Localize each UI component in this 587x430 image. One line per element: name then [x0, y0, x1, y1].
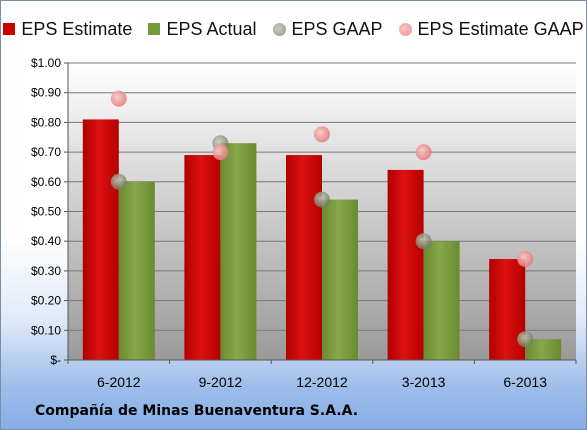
legend-label: EPS Estimate [21, 18, 133, 39]
legend-item-eps-gaap: EPS GAAP [272, 18, 383, 40]
marker-eps-estimate-gaap [415, 144, 432, 161]
y-tick-label: $0.50 [31, 205, 61, 219]
legend-label: EPS Estimate GAAP [417, 18, 584, 39]
legend-item-eps-estimate: EPS Estimate [3, 19, 132, 40]
x-tick-label: 6-2013 [503, 374, 547, 390]
x-axis: 6-2012 9-2012 12-2012 3-2013 6-2013 [67, 359, 577, 390]
x-tick-label: 3-2013 [402, 374, 446, 390]
x-tick-label: 6-2012 [97, 374, 141, 390]
y-tick-label: $0.60 [31, 175, 61, 189]
marker-eps-gaap [314, 191, 330, 208]
legend-swatch-eps-estimate-gaap [398, 22, 412, 36]
marker-eps-estimate-gaap [517, 251, 534, 268]
x-tick-label: 9-2012 [199, 374, 243, 390]
y-tick-label: $0.90 [31, 86, 61, 100]
bars [82, 119, 562, 361]
marker-eps-estimate-gaap [110, 90, 127, 107]
markers [110, 90, 534, 348]
bar-eps-actual [525, 339, 562, 360]
legend: EPS Estimate EPS Actual EPS GAAP EPS Est… [1, 16, 586, 42]
y-tick-label: $0.10 [31, 323, 61, 337]
marker-eps-gaap [517, 331, 534, 348]
bar-eps-estimate [286, 155, 322, 360]
bar-eps-estimate [82, 119, 119, 361]
y-tick-label: $0.80 [31, 115, 61, 129]
y-tick-label: $0.40 [31, 234, 61, 248]
legend-swatch-eps-actual [148, 23, 161, 35]
legend-item-eps-actual: EPS Actual [148, 18, 257, 40]
y-tick-label: $0.70 [31, 145, 61, 159]
bar-eps-actual [220, 143, 257, 360]
marker-eps-gaap [110, 173, 127, 190]
legend-swatch-eps-estimate [3, 23, 16, 35]
company-name: Compañía de Minas Buenaventura S.A.A. [35, 403, 359, 419]
y-tick-label: $1.00 [31, 56, 61, 70]
legend-label: EPS Actual [166, 18, 257, 39]
marker-eps-estimate-gaap [212, 144, 229, 161]
y-tick-label: $0.30 [31, 264, 61, 278]
bar-eps-actual [118, 181, 155, 360]
bar-eps-actual [423, 241, 460, 360]
bar-eps-estimate [387, 169, 424, 360]
marker-eps-estimate-gaap [314, 126, 330, 143]
legend-swatch-eps-gaap [272, 22, 286, 36]
legend-item-eps-estimate-gaap: EPS Estimate GAAP [398, 18, 584, 40]
bar-eps-estimate [184, 155, 221, 360]
y-axis: $- $0.10 $0.20 $0.30 $0.40 $0.50 $0.60 $0.70 $0.… [31, 56, 69, 367]
y-tick-label: $0.20 [31, 294, 61, 308]
x-tick-label: 12-2012 [296, 374, 348, 390]
y-tick-label: $- [50, 353, 61, 367]
legend-label: EPS GAAP [291, 18, 383, 39]
bar-eps-actual [322, 199, 358, 360]
marker-eps-gaap [415, 233, 432, 250]
